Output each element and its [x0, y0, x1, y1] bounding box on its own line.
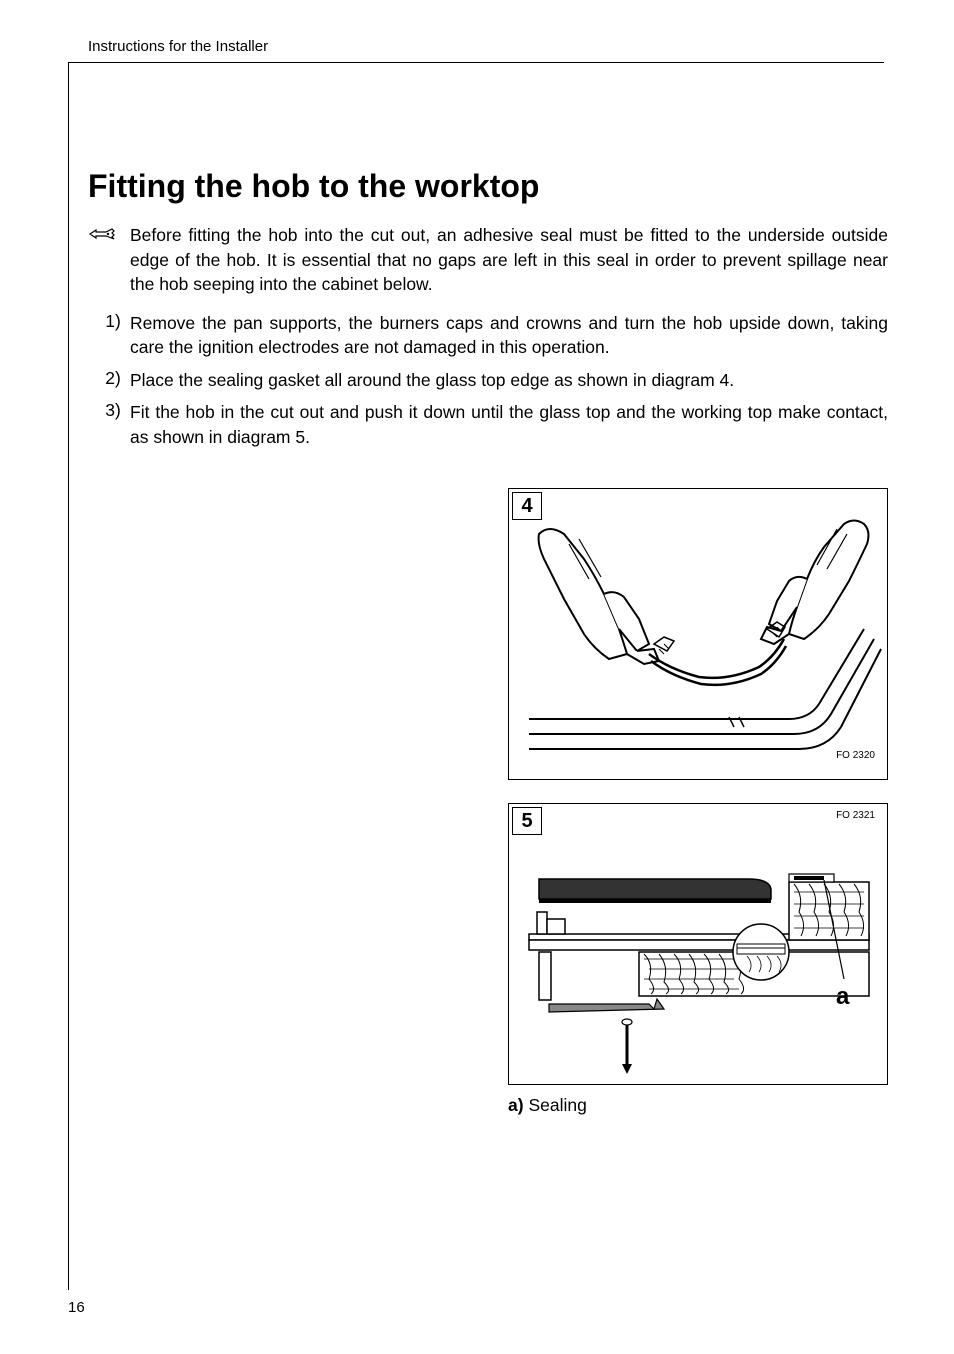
- step-text: Place the sealing gasket all around the …: [130, 368, 734, 393]
- diagram-5-illustration: a: [509, 804, 885, 1082]
- step-number: 1): [88, 311, 130, 360]
- left-margin-line: [68, 62, 69, 1290]
- annotation-a-letter: a: [836, 983, 850, 1010]
- step-item: 1) Remove the pan supports, the burners …: [88, 311, 888, 360]
- page-content: Fitting the hob to the worktop Before fi…: [88, 168, 888, 457]
- step-item: 2) Place the sealing gasket all around t…: [88, 368, 888, 393]
- step-text: Fit the hob in the cut out and push it d…: [130, 400, 888, 449]
- step-text: Remove the pan supports, the burners cap…: [130, 311, 888, 360]
- header-divider: [68, 62, 884, 63]
- caption-prefix: a): [508, 1095, 528, 1115]
- diagram-5-box: 5: [508, 803, 888, 1085]
- diagram-4-fo-label: FO 2320: [836, 750, 875, 761]
- diagram-5-fo-label: FO 2321: [836, 810, 875, 821]
- caption-text: Sealing: [528, 1095, 586, 1115]
- step-item: 3) Fit the hob in the cut out and push i…: [88, 400, 888, 449]
- diagram-4-container: 4: [508, 488, 888, 780]
- step-number: 2): [88, 368, 130, 393]
- pointing-hand-icon: [88, 223, 130, 297]
- page-title: Fitting the hob to the worktop: [88, 168, 888, 205]
- note-block: Before fitting the hob into the cut out,…: [88, 223, 888, 297]
- step-number: 3): [88, 400, 130, 449]
- diagram-4-illustration: [509, 489, 885, 777]
- diagram-5-caption: a) Sealing: [508, 1095, 888, 1116]
- note-text: Before fitting the hob into the cut out,…: [130, 223, 888, 297]
- diagram-5-container: 5: [508, 803, 888, 1113]
- page-number: 16: [68, 1299, 85, 1316]
- diagram-4-box: 4: [508, 488, 888, 780]
- header-section-label: Instructions for the Installer: [88, 38, 268, 55]
